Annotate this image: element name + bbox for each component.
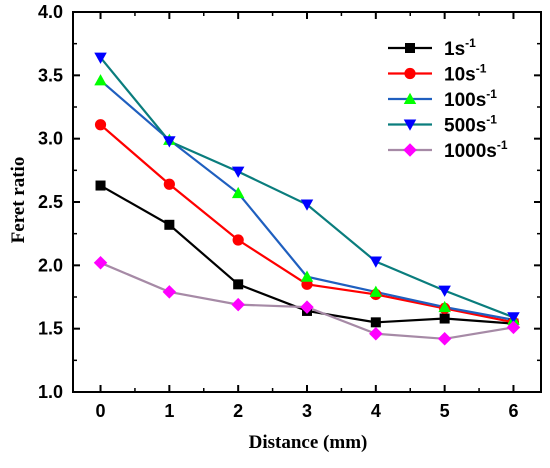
legend-marker <box>403 92 417 104</box>
y-tick-label: 2.5 <box>38 192 63 212</box>
legend-label: 10s-1 <box>444 62 487 86</box>
data-point <box>369 326 383 341</box>
y-tick-label: 4.0 <box>38 2 63 22</box>
legend-label-base: 100s <box>444 90 486 111</box>
x-tick-label: 5 <box>440 401 450 421</box>
x-tick-label: 3 <box>302 401 312 421</box>
legend-label: 500s-1 <box>444 113 497 137</box>
y-tick-label: 2.0 <box>38 255 63 275</box>
legend-marker <box>403 119 417 131</box>
plot-area: 1.01.52.02.53.03.54.00 1 2 3 4 5 61s-110s-1100… <box>38 2 542 421</box>
data-point <box>163 136 176 148</box>
legend-label-base: 1s <box>444 39 465 60</box>
data-point <box>438 285 451 297</box>
legend-label-superscript: -1 <box>465 36 476 50</box>
x-tick-label: 2 <box>233 401 243 421</box>
data-point <box>162 285 177 299</box>
data-point <box>163 178 175 190</box>
y-tick-label: 3.5 <box>38 65 63 85</box>
legend-marker <box>405 43 415 53</box>
legend-label-superscript: -1 <box>486 87 497 101</box>
data-point <box>95 180 106 191</box>
x-tick-label: 6 <box>508 401 518 421</box>
data-point <box>164 219 175 230</box>
legend-label-base: 10s <box>444 65 476 86</box>
data-point <box>94 119 107 131</box>
y-tick-label: 3.0 <box>38 129 63 149</box>
data-point <box>231 297 245 312</box>
x-tick-label: 4 <box>371 401 381 421</box>
x-axis-title: Distance (mm) <box>249 432 368 453</box>
legend-label: 1s-1 <box>444 36 476 60</box>
legend-label: 100s-1 <box>444 87 497 111</box>
y-axis-title: Feret ratio <box>8 157 29 244</box>
y-tick-label: 1.0 <box>38 382 63 402</box>
data-point <box>506 320 521 335</box>
legend-label-base: 500s <box>444 116 486 137</box>
legend-label-superscript: -1 <box>486 113 497 127</box>
data-point <box>93 256 108 270</box>
data-point <box>300 300 314 314</box>
data-point <box>94 52 107 64</box>
data-point <box>369 256 383 268</box>
data-point <box>369 285 383 297</box>
data-point <box>439 313 450 324</box>
data-point <box>233 279 244 290</box>
data-point <box>231 186 245 199</box>
data-point <box>232 234 244 246</box>
legend-marker <box>404 67 416 80</box>
data-point <box>438 300 451 313</box>
data-point <box>370 317 381 328</box>
legend-label-superscript: -1 <box>497 138 508 152</box>
data-point <box>300 270 314 282</box>
data-point <box>231 166 245 178</box>
data-point <box>300 199 314 211</box>
legend-marker <box>403 143 417 157</box>
data-point <box>507 312 520 324</box>
legend-label-base: 1000s <box>444 141 497 162</box>
x-tick-label: 0 <box>96 401 106 421</box>
data-point <box>94 74 107 86</box>
y-tick-label: 1.5 <box>38 319 63 339</box>
legend-label-superscript: -1 <box>476 62 487 76</box>
legend-label: 1000s-1 <box>444 138 508 162</box>
data-point <box>437 332 452 346</box>
x-tick-label: 1 <box>164 401 174 421</box>
